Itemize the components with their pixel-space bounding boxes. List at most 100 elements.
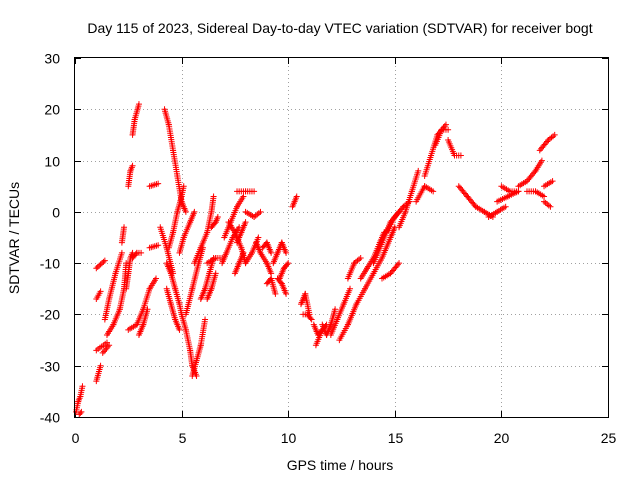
plus-marker [242, 219, 249, 226]
plus-marker [212, 270, 219, 277]
y-tick-label: 30 [44, 51, 60, 67]
plus-marker [415, 167, 422, 174]
plus-marker [214, 213, 221, 220]
plus-marker [132, 251, 139, 258]
plus-marker [442, 121, 449, 128]
plus-marker [255, 234, 262, 241]
plus-marker [144, 306, 151, 313]
plus-marker [100, 258, 107, 265]
series-track38 [234, 188, 258, 195]
series-track20 [161, 106, 189, 215]
series-track13 [125, 162, 136, 190]
data-points [73, 101, 558, 418]
series-track70 [498, 183, 522, 195]
plus-marker [93, 265, 100, 272]
x-tick-label: 5 [179, 430, 187, 446]
plus-marker [531, 169, 538, 176]
plus-marker [210, 193, 217, 200]
series-track47 [289, 193, 300, 210]
plus-marker [94, 263, 101, 270]
plus-marker [547, 203, 554, 210]
plus-marker [257, 208, 264, 215]
plus-marker [182, 208, 189, 215]
plus-marker [544, 138, 551, 145]
series-track30 [204, 270, 219, 303]
plus-marker [176, 326, 183, 333]
series-track28 [191, 193, 217, 267]
plus-marker [155, 180, 162, 187]
series-track59 [379, 260, 403, 282]
x-tick-label: 15 [388, 430, 404, 446]
plus-marker [549, 178, 556, 185]
series-track1 [73, 383, 86, 415]
plus-marker [97, 261, 104, 268]
series-track49 [300, 311, 315, 323]
plus-marker [396, 260, 403, 267]
y-tick-label: 10 [44, 154, 60, 170]
series-track12 [125, 275, 160, 333]
plus-marker [430, 188, 437, 195]
plus-marker [285, 260, 292, 267]
plus-marker [240, 193, 247, 200]
y-tick-label: 20 [44, 102, 60, 118]
series-track7 [101, 249, 125, 323]
plus-marker [307, 315, 314, 322]
series-track62 [413, 183, 437, 205]
plus-marker [155, 242, 162, 249]
series-track68 [485, 203, 509, 220]
series-track8 [99, 342, 113, 356]
plus-marker [123, 260, 130, 267]
series-track26 [182, 244, 206, 318]
series-track64 [432, 126, 452, 149]
y-tick-label: -20 [40, 307, 60, 323]
plus-marker [99, 260, 106, 267]
series-track48 [297, 290, 313, 318]
plus-marker [445, 126, 452, 133]
plus-marker [202, 316, 209, 323]
plus-marker [97, 362, 104, 369]
plus-marker [121, 224, 128, 231]
series-track46 [276, 260, 292, 282]
series-track10 [118, 224, 128, 246]
plus-marker [394, 261, 401, 268]
series-track4 [93, 288, 104, 303]
series-track16 [135, 306, 151, 338]
plus-marker [551, 131, 558, 138]
series-track61 [396, 167, 422, 231]
plus-marker [272, 290, 279, 297]
plus-marker [457, 152, 464, 159]
plus-marker [347, 285, 354, 292]
series-track69 [494, 188, 522, 205]
series-track43 [263, 275, 279, 297]
x-tick-label: 20 [494, 430, 510, 446]
series-track23 [165, 183, 187, 251]
series-track11 [123, 249, 136, 292]
plus-marker [502, 203, 509, 210]
series-track14 [129, 249, 145, 262]
series-track21 [163, 285, 183, 333]
plus-marker [118, 249, 125, 256]
plus-marker [268, 270, 275, 277]
series-track17 [146, 242, 162, 251]
series-track37 [234, 219, 249, 246]
plus-marker [153, 275, 160, 282]
grid [75, 58, 608, 417]
y-axis-label: SDTVAR / TECUs [6, 182, 22, 294]
plus-marker [332, 306, 339, 313]
plus-marker [138, 249, 145, 256]
series-track57 [361, 224, 398, 292]
series-track36 [231, 249, 247, 277]
series-track73 [536, 131, 558, 154]
plus-marker [180, 183, 187, 190]
series-track65 [445, 137, 464, 159]
series-track40 [242, 208, 264, 220]
series-track27 [189, 316, 209, 379]
y-tick-label: -30 [40, 359, 60, 375]
series-track74 [541, 198, 554, 210]
plus-marker [191, 208, 198, 215]
series-track15 [129, 101, 142, 138]
y-tick-label: -40 [40, 410, 60, 426]
plus-marker [240, 249, 247, 256]
series-track52 [319, 306, 339, 338]
